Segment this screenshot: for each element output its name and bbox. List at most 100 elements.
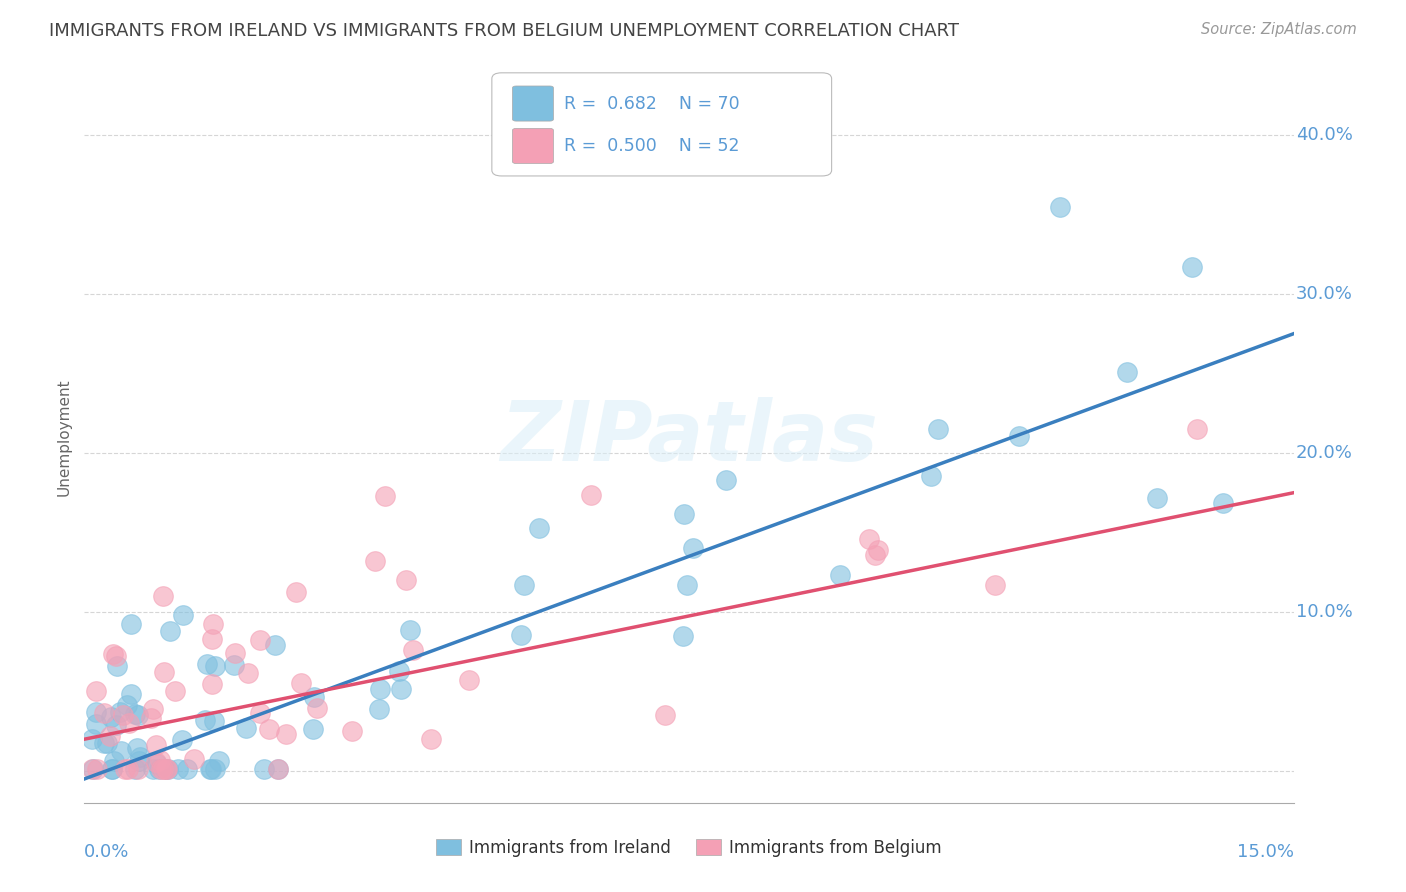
- Point: [222, 657, 245, 672]
- Point: [124, 707, 146, 722]
- Point: [152, 589, 174, 603]
- Point: [290, 675, 312, 690]
- Point: [257, 722, 280, 736]
- Point: [84, 706, 107, 720]
- Point: [510, 628, 533, 642]
- Point: [235, 721, 257, 735]
- Point: [204, 659, 226, 673]
- Point: [86, 763, 108, 777]
- Point: [368, 702, 391, 716]
- Point: [101, 763, 124, 777]
- Point: [1180, 260, 1202, 275]
- Text: 30.0%: 30.0%: [1296, 285, 1353, 303]
- Text: R =  0.682    N = 70: R = 0.682 N = 70: [564, 95, 740, 112]
- Point: [1116, 366, 1139, 380]
- Point: [364, 554, 387, 568]
- Point: [105, 659, 128, 673]
- Point: [984, 578, 1007, 592]
- Point: [124, 763, 146, 777]
- Point: [145, 738, 167, 752]
- Point: [145, 755, 167, 769]
- Point: [208, 754, 231, 768]
- Text: 40.0%: 40.0%: [1296, 126, 1353, 144]
- Point: [142, 702, 165, 716]
- Point: [100, 763, 122, 777]
- Point: [167, 763, 190, 777]
- Point: [156, 763, 179, 777]
- Point: [82, 763, 104, 777]
- FancyBboxPatch shape: [512, 128, 554, 163]
- Point: [93, 706, 115, 720]
- Point: [82, 763, 104, 777]
- Text: ZIPatlas: ZIPatlas: [501, 397, 877, 477]
- Point: [858, 532, 880, 546]
- Point: [927, 422, 949, 436]
- Point: [398, 623, 420, 637]
- Point: [458, 673, 481, 688]
- Point: [114, 763, 136, 777]
- Point: [86, 717, 108, 731]
- Point: [128, 754, 150, 768]
- Point: [198, 763, 221, 777]
- Point: [249, 633, 271, 648]
- Point: [238, 666, 260, 681]
- Point: [152, 763, 174, 777]
- Point: [579, 488, 602, 502]
- Point: [117, 763, 139, 777]
- Point: [183, 752, 205, 766]
- Point: [170, 732, 193, 747]
- Point: [682, 541, 704, 555]
- Point: [529, 521, 551, 535]
- Text: 20.0%: 20.0%: [1296, 444, 1353, 462]
- Point: [129, 749, 152, 764]
- Text: 10.0%: 10.0%: [1296, 603, 1353, 621]
- Point: [200, 763, 222, 777]
- Point: [1212, 496, 1234, 510]
- Point: [672, 629, 695, 643]
- Point: [830, 567, 852, 582]
- Point: [285, 584, 308, 599]
- Point: [301, 722, 323, 736]
- Legend: Immigrants from Ireland, Immigrants from Belgium: Immigrants from Ireland, Immigrants from…: [436, 838, 942, 856]
- Point: [419, 732, 441, 747]
- Point: [110, 705, 132, 719]
- Point: [146, 757, 169, 772]
- Point: [512, 578, 534, 592]
- Point: [115, 698, 138, 713]
- Point: [370, 682, 392, 697]
- Point: [165, 684, 187, 698]
- Point: [103, 754, 125, 768]
- Point: [654, 708, 676, 723]
- Point: [388, 664, 411, 678]
- Point: [253, 763, 276, 777]
- Text: IMMIGRANTS FROM IRELAND VS IMMIGRANTS FROM BELGIUM UNEMPLOYMENT CORRELATION CHAR: IMMIGRANTS FROM IRELAND VS IMMIGRANTS FR…: [49, 22, 959, 40]
- Point: [868, 542, 890, 557]
- FancyBboxPatch shape: [512, 86, 554, 121]
- Point: [266, 763, 288, 777]
- Text: 15.0%: 15.0%: [1236, 843, 1294, 861]
- Point: [302, 690, 325, 704]
- Point: [274, 726, 297, 740]
- Point: [201, 617, 224, 632]
- Point: [374, 489, 396, 503]
- Point: [139, 711, 162, 725]
- Point: [149, 763, 172, 777]
- Point: [127, 708, 149, 723]
- Point: [202, 714, 225, 729]
- Point: [249, 706, 271, 720]
- Point: [159, 624, 181, 639]
- Point: [676, 578, 699, 592]
- Point: [865, 548, 887, 562]
- Point: [1146, 491, 1168, 506]
- Point: [672, 507, 695, 521]
- Point: [263, 638, 285, 652]
- Point: [201, 632, 224, 646]
- Point: [98, 730, 121, 744]
- Point: [402, 643, 425, 657]
- Point: [389, 681, 412, 696]
- Point: [1185, 422, 1208, 436]
- Point: [267, 763, 290, 777]
- Point: [110, 744, 132, 758]
- Point: [172, 608, 194, 623]
- Point: [105, 648, 128, 663]
